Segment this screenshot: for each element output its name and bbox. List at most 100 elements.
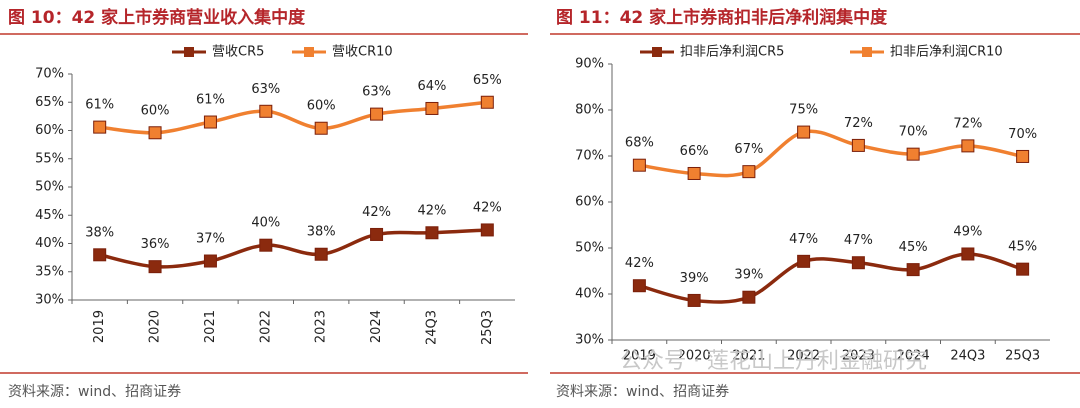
source: 资料来源：wind、招商证券 <box>556 384 729 400</box>
point <box>632 158 646 172</box>
value-label: 72% <box>953 116 982 131</box>
value-label: 70% <box>1008 127 1037 142</box>
point <box>259 238 273 252</box>
value-label: 68% <box>625 136 654 151</box>
y-tick-label: 65% <box>35 95 64 110</box>
point <box>480 95 494 109</box>
value-label: 39% <box>734 268 763 283</box>
point <box>259 104 273 118</box>
x-tick-label: 2020 <box>678 349 711 364</box>
legend-marker <box>862 47 872 57</box>
value-label: 63% <box>362 85 391 100</box>
value-label: 38% <box>85 225 114 240</box>
x-tick-label: 2022 <box>258 310 273 343</box>
y-tick-label: 30% <box>575 333 604 348</box>
y-tick-label: 35% <box>35 264 64 279</box>
y-tick-label: 90% <box>575 57 604 72</box>
y-tick-label: 70% <box>35 67 64 82</box>
y-tick-label: 55% <box>35 151 64 166</box>
point <box>687 166 701 180</box>
x-tick-label: 24Q3 <box>950 349 985 364</box>
x-tick-label: 25Q3 <box>480 310 495 345</box>
x-tick-label: 2021 <box>203 310 218 343</box>
value-label: 49% <box>953 224 982 239</box>
value-label: 47% <box>789 232 818 247</box>
source: 资料来源：wind、招商证券 <box>8 384 181 400</box>
legend-marker <box>184 47 194 57</box>
point <box>93 248 107 262</box>
legend-marker <box>652 47 662 57</box>
y-tick-label: 80% <box>575 103 604 118</box>
point <box>961 139 975 153</box>
point <box>851 256 865 270</box>
value-label: 45% <box>899 240 928 255</box>
x-tick-label: 24Q3 <box>424 310 439 345</box>
y-tick-label: 45% <box>35 208 64 223</box>
x-tick-label: 2023 <box>842 349 875 364</box>
point <box>797 254 811 268</box>
point <box>480 223 494 237</box>
point <box>425 226 439 240</box>
value-label: 66% <box>680 144 709 159</box>
y-tick-label: 50% <box>575 241 604 256</box>
point <box>203 254 217 268</box>
y-tick-label: 30% <box>35 293 64 308</box>
point <box>906 147 920 161</box>
y-tick-label: 50% <box>35 180 64 195</box>
value-label: 36% <box>141 237 170 252</box>
value-label: 64% <box>417 79 446 94</box>
x-tick-label: 2019 <box>623 349 656 364</box>
point <box>1016 149 1030 163</box>
x-tick-label: 2021 <box>732 349 765 364</box>
x-tick-label: 2023 <box>314 310 329 343</box>
y-tick-label: 60% <box>575 195 604 210</box>
value-label: 63% <box>251 82 280 97</box>
point <box>1016 262 1030 276</box>
x-tick-label: 25Q3 <box>1005 349 1040 364</box>
chart-title: 图 10：42 家上市券商营业收入集中度 <box>8 7 306 28</box>
value-label: 42% <box>362 205 391 220</box>
legend-label: 营收CR10 <box>332 45 393 60</box>
chart-title: 图 11：42 家上市券商扣非后净利润集中度 <box>556 7 888 28</box>
point <box>961 247 975 261</box>
point <box>797 125 811 139</box>
value-label: 60% <box>141 103 170 118</box>
legend-label: 扣非后净利润CR10 <box>890 45 1003 60</box>
y-tick-label: 70% <box>575 149 604 164</box>
legend-label: 扣非后净利润CR5 <box>680 45 784 60</box>
value-label: 67% <box>734 142 763 157</box>
value-label: 37% <box>196 232 225 247</box>
value-label: 60% <box>307 99 336 114</box>
point <box>370 227 384 241</box>
legend-label: 营收CR5 <box>212 45 264 60</box>
point <box>370 107 384 121</box>
point <box>632 279 646 293</box>
x-tick-label: 2020 <box>148 310 163 343</box>
value-label: 42% <box>473 200 502 215</box>
point <box>742 165 756 179</box>
value-label: 61% <box>85 98 114 113</box>
point <box>203 115 217 129</box>
value-label: 45% <box>1008 240 1037 255</box>
x-tick-label: 2019 <box>92 310 107 343</box>
value-label: 40% <box>251 216 280 231</box>
value-label: 42% <box>625 256 654 271</box>
point <box>425 101 439 115</box>
value-label: 70% <box>899 125 928 140</box>
y-tick-label: 40% <box>35 236 64 251</box>
x-tick-label: 2024 <box>897 349 930 364</box>
point <box>314 121 328 135</box>
value-label: 38% <box>307 225 336 240</box>
value-label: 75% <box>789 103 818 118</box>
point <box>687 293 701 307</box>
point <box>148 126 162 140</box>
value-label: 72% <box>844 116 873 131</box>
y-tick-label: 60% <box>35 123 64 138</box>
point <box>148 260 162 274</box>
legend-marker <box>304 47 314 57</box>
point <box>314 247 328 261</box>
point <box>742 290 756 304</box>
point <box>906 263 920 277</box>
value-label: 61% <box>196 93 225 108</box>
